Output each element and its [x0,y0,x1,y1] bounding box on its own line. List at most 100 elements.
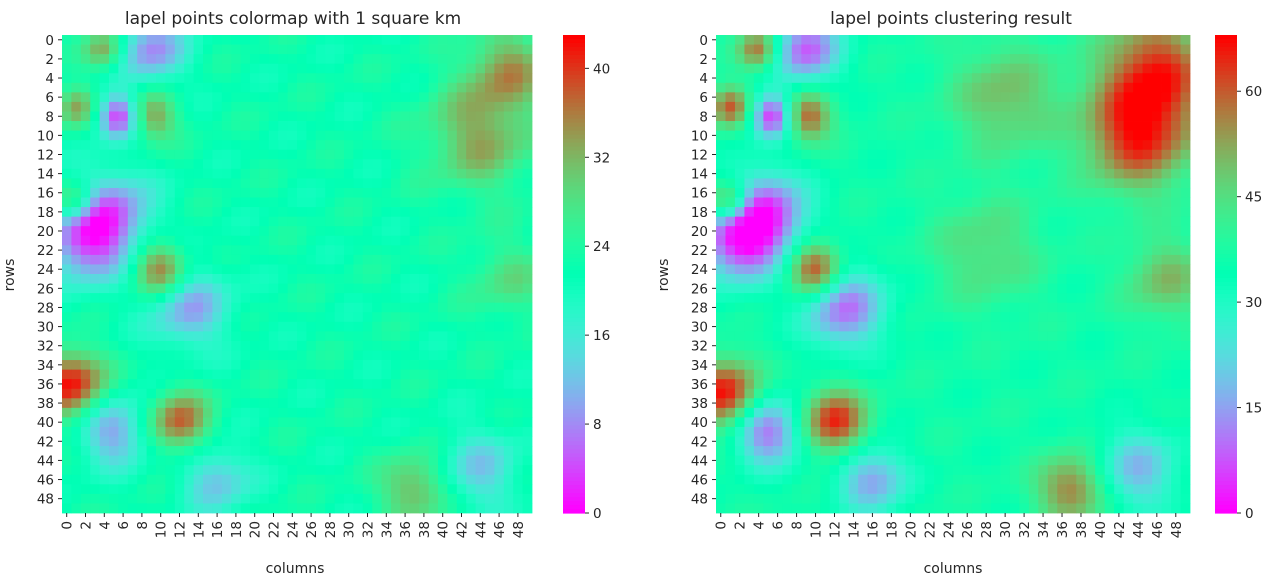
heatmap-cell [353,388,364,399]
heatmap-cell [522,92,533,103]
heatmap-cell [353,264,364,275]
heatmap-cell [278,235,288,246]
heatmap-cell [915,398,925,409]
heatmap-cell [716,436,726,447]
heatmap-cell [943,159,954,170]
heatmap-cell [782,130,793,141]
heatmap-cell [943,331,954,342]
heatmap-cell [268,159,279,170]
heatmap-cell [80,82,91,93]
heatmap-cell [127,283,138,294]
heatmap-cell [990,407,1001,418]
heatmap-cell [1066,360,1077,370]
heatmap-cell [725,63,736,74]
heatmap-cell [174,178,185,189]
heatmap-cell [109,388,119,399]
heatmap-cell [953,331,963,342]
heatmap-cell [886,197,897,208]
heatmap-cell [753,216,764,227]
heatmap-cell [848,379,859,390]
heatmap-cell [905,312,916,323]
heatmap-cell [127,331,138,342]
heatmap-cell [886,216,897,227]
heatmap-cell [877,446,888,457]
heatmap-cell [1123,140,1134,151]
heatmap-cell [334,264,345,275]
heatmap-cell [203,197,213,208]
colorbar-segment [563,194,585,199]
heatmap-cell [744,254,755,265]
heatmap-cell [447,274,458,284]
heatmap-cell [485,388,495,399]
heatmap-cell [744,321,755,332]
colorbar-segment [563,50,585,56]
heatmap-cell [1028,101,1039,112]
heatmap-cell [1114,426,1125,437]
heatmap-cell [867,35,878,45]
heatmap-cell [1171,436,1181,447]
heatmap-cell [1161,101,1172,112]
heatmap-cell [772,398,783,409]
heatmap-cell [829,331,840,342]
heatmap-cell [1038,388,1049,399]
heatmap-cell [522,455,533,466]
heatmap-cell [1161,130,1172,141]
heatmap-cell [287,484,298,495]
heatmap-cell [174,369,185,380]
heatmap-cell [278,54,288,65]
heatmap-cell [829,111,840,122]
heatmap-cell [118,436,129,447]
heatmap-cell [1057,264,1068,275]
heatmap-cell [1104,63,1115,74]
heatmap-cell [782,73,793,84]
heatmap-cell [1028,216,1039,227]
heatmap-cell [1104,149,1115,160]
heatmap-cell [522,73,533,84]
heatmap-cell [1038,226,1049,237]
heatmap-cell [801,140,812,151]
heatmap-cell [90,187,100,198]
heatmap-cell [456,187,467,198]
heatmap-cell [221,321,232,332]
heatmap-cell [990,82,1001,93]
heatmap-cell [118,35,129,45]
heatmap-cell [896,159,906,170]
heatmap-cell [297,140,307,151]
heatmap-cell [1057,159,1068,170]
heatmap-cell [297,398,307,409]
heatmap-cell [353,140,364,151]
heatmap-cell [839,121,850,131]
heatmap-cell [810,159,821,170]
heatmap-cell [801,82,812,93]
heatmap-cell [419,293,429,304]
y-tick-label: 22 [37,243,54,259]
heatmap-cell [839,82,850,93]
heatmap-cell [1114,312,1125,323]
heatmap-cell [137,245,147,256]
heatmap-cell [1066,149,1077,160]
heatmap-cell [1047,63,1058,74]
heatmap-cell [1133,369,1143,380]
heatmap-cell [924,111,935,122]
heatmap-cell [791,245,802,256]
heatmap-cell [782,340,793,351]
heatmap-cell [820,407,831,418]
heatmap-cell [734,44,745,55]
colorbar-segment [563,489,585,494]
heatmap-cell [221,503,232,514]
heatmap-cell [306,121,317,131]
heatmap-cell [896,35,906,45]
heatmap-cell [485,216,495,227]
heatmap-cell [156,149,166,160]
heatmap-cell [419,474,429,485]
heatmap-cell [981,207,992,218]
heatmap-cell [381,54,392,65]
heatmap-cell [156,254,166,265]
heatmap-cell [156,63,166,74]
heatmap-cell [848,360,859,370]
heatmap-cell [971,187,982,198]
heatmap-cell [971,35,982,45]
heatmap-cell [315,216,326,227]
heatmap-cell [184,484,194,495]
heatmap-cell [184,407,194,418]
